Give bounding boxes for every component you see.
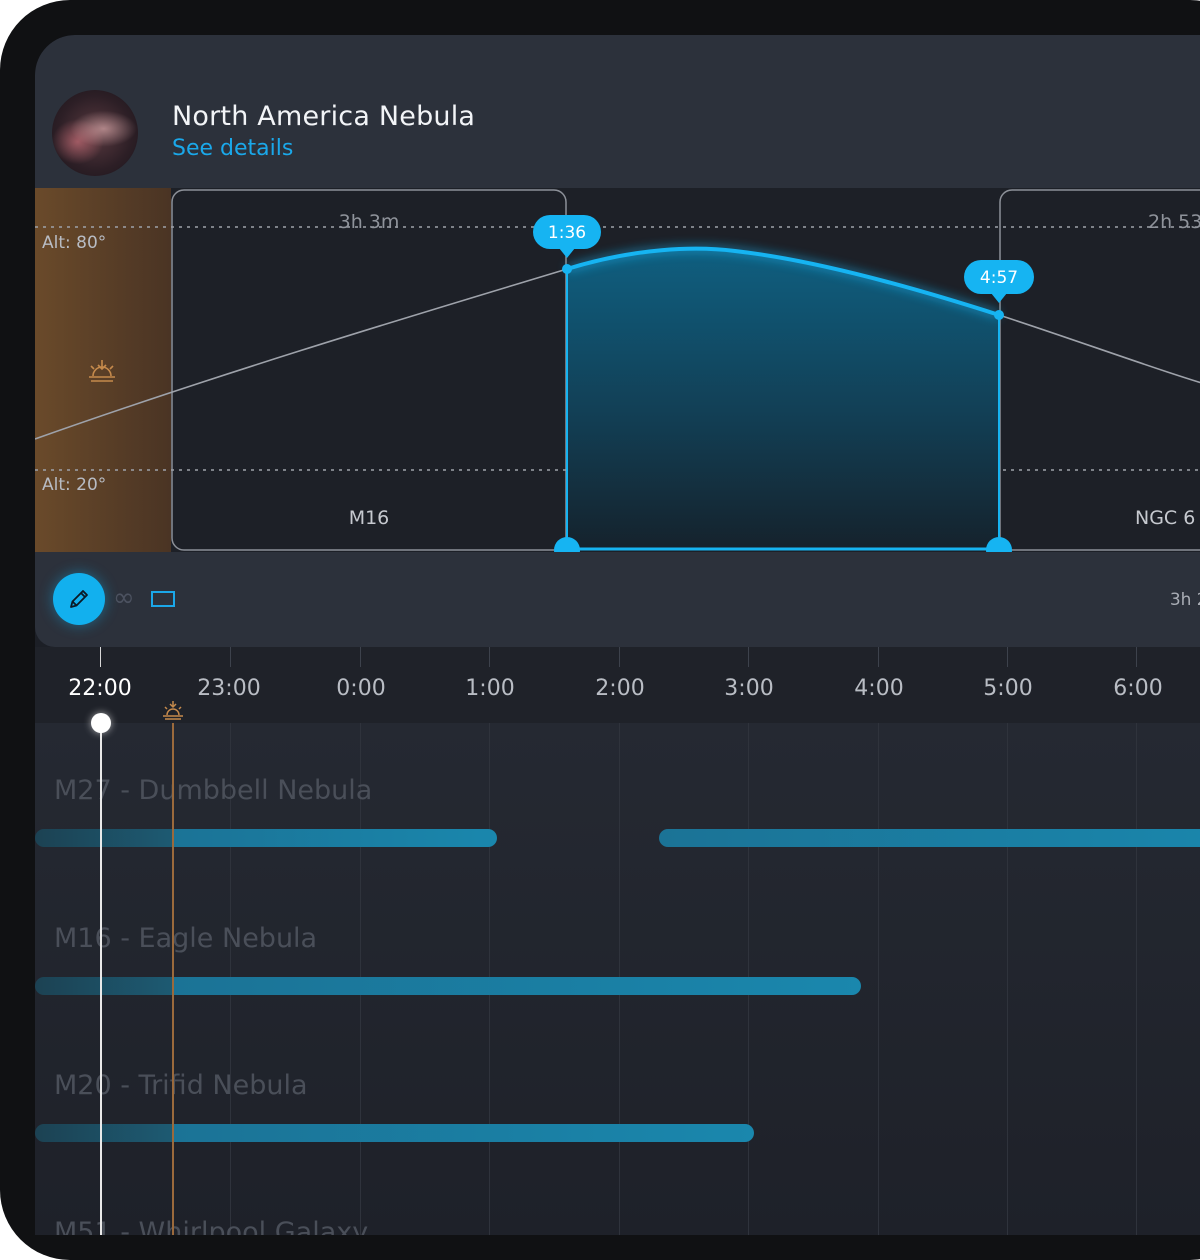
hour-tick bbox=[1136, 647, 1137, 667]
hour-label: 4:00 bbox=[854, 676, 904, 701]
hour-tick bbox=[360, 647, 361, 667]
hour-tick bbox=[619, 647, 620, 667]
visibility-bar[interactable] bbox=[659, 829, 1200, 847]
hour-label: 2:00 bbox=[595, 676, 645, 701]
rectangle-icon[interactable] bbox=[151, 591, 175, 607]
alt-high-label: Alt: 80° bbox=[42, 233, 106, 253]
current-time-line bbox=[100, 723, 102, 1235]
hour-tick bbox=[878, 647, 879, 667]
infinity-icon[interactable]: ∞ bbox=[113, 583, 135, 613]
altitude-curve-left bbox=[35, 268, 568, 440]
grid-line bbox=[1136, 723, 1137, 1235]
target-card: North America Nebula See details bbox=[35, 35, 1200, 647]
selection-end-pin[interactable]: 4:57 bbox=[964, 260, 1034, 303]
visibility-bar[interactable] bbox=[173, 1124, 754, 1142]
hour-tick bbox=[748, 647, 749, 667]
target-visibility-list: M27 - Dumbbell Nebula M16 - Eagle Nebula… bbox=[35, 723, 1200, 1235]
segment-box-ngc[interactable] bbox=[999, 189, 1200, 551]
hour-label: 1:00 bbox=[465, 676, 515, 701]
selection-end-handle[interactable] bbox=[986, 537, 1012, 552]
selection-end-label: 4:57 bbox=[980, 268, 1018, 288]
hour-label: 0:00 bbox=[336, 676, 386, 701]
selection-start-label: 1:36 bbox=[548, 223, 586, 243]
selection-curve bbox=[566, 246, 1000, 317]
visibility-bar[interactable] bbox=[173, 829, 497, 847]
segment-box-m16[interactable] bbox=[171, 189, 567, 551]
hour-tick bbox=[489, 647, 490, 667]
hour-tick bbox=[100, 647, 101, 667]
target-thumbnail[interactable] bbox=[52, 90, 138, 176]
grid-line bbox=[1007, 723, 1008, 1235]
pencil-icon bbox=[70, 590, 88, 608]
see-details-link[interactable]: See details bbox=[172, 136, 294, 161]
hour-label: 5:00 bbox=[983, 676, 1033, 701]
altitude-chart[interactable]: 1:36 4:57 bbox=[35, 188, 1200, 552]
twilight-marker-line bbox=[172, 723, 174, 1235]
twilight-band bbox=[35, 188, 171, 552]
selection-start-pin[interactable]: 1:36 bbox=[533, 215, 601, 258]
target-title: North America Nebula bbox=[172, 101, 476, 132]
sunset-icon bbox=[163, 701, 183, 720]
alt-low-label: Alt: 20° bbox=[42, 475, 106, 495]
sunset-icon bbox=[89, 360, 115, 382]
hour-tick bbox=[1007, 647, 1008, 667]
target-row-label[interactable]: M16 - Eagle Nebula bbox=[54, 923, 318, 954]
selection-fill bbox=[567, 248, 999, 550]
timeline-hours-bar[interactable]: 22:00 23:00 0:00 1:00 2:00 3:00 4:00 5:0… bbox=[35, 647, 1200, 723]
segment-name-ngc: NGC 6 bbox=[1135, 507, 1195, 529]
hour-label: 3:00 bbox=[724, 676, 774, 701]
edit-button[interactable] bbox=[53, 573, 105, 625]
visibility-bar[interactable] bbox=[173, 977, 861, 995]
visibility-bar-twilight bbox=[35, 1124, 173, 1142]
current-time-handle[interactable] bbox=[91, 713, 111, 733]
selection-total-duration: 3h 20m bbox=[1169, 590, 1200, 610]
selection-start-handle[interactable] bbox=[554, 537, 580, 552]
selection-end-point bbox=[994, 310, 1004, 320]
segment-name-m16: M16 bbox=[349, 507, 390, 529]
hour-tick bbox=[230, 647, 231, 667]
visibility-bar-twilight bbox=[35, 829, 173, 847]
altitude-chart-svg: 1:36 4:57 bbox=[35, 188, 1200, 552]
hour-label: 23:00 bbox=[197, 676, 261, 701]
segment-duration-ngc: 2h 53 bbox=[1148, 211, 1200, 233]
target-row-label[interactable]: M20 - Trifid Nebula bbox=[54, 1070, 308, 1101]
grid-line bbox=[878, 723, 879, 1235]
segment-duration-m16: 3h 3m bbox=[339, 211, 400, 233]
altitude-curve-right bbox=[998, 314, 1200, 384]
app-screen: North America Nebula See details bbox=[35, 35, 1200, 1235]
hour-label: 6:00 bbox=[1113, 676, 1163, 701]
visibility-bar-twilight bbox=[35, 977, 173, 995]
target-row-label[interactable]: M27 - Dumbbell Nebula bbox=[54, 775, 373, 806]
selection-start-point bbox=[562, 264, 572, 274]
hour-label-current: 22:00 bbox=[68, 676, 132, 701]
